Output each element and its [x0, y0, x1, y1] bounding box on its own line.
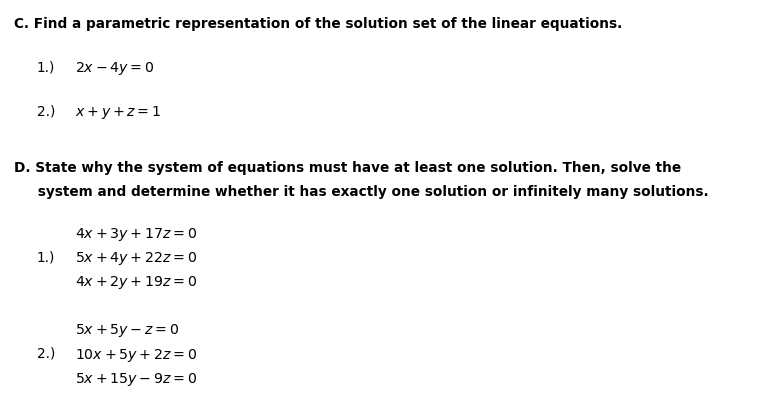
Text: C. Find a parametric representation of the solution set of the linear equations.: C. Find a parametric representation of t…	[14, 17, 622, 31]
Text: $5x+4y+22z=0$: $5x+4y+22z=0$	[75, 249, 197, 266]
Text: $x+y+z=1$: $x+y+z=1$	[75, 104, 161, 121]
Text: $4x+3y+17z=0$: $4x+3y+17z=0$	[75, 225, 197, 242]
Text: system and determine whether it has exactly one solution or infinitely many solu: system and determine whether it has exac…	[14, 185, 709, 199]
Text: 2.): 2.)	[37, 104, 55, 118]
Text: $5x+15y-9z=0$: $5x+15y-9z=0$	[75, 370, 197, 387]
Text: 1.): 1.)	[37, 249, 55, 263]
Text: $2x-4y=0$: $2x-4y=0$	[75, 60, 154, 77]
Text: 2.): 2.)	[37, 346, 55, 360]
Text: $5x+5y-z=0$: $5x+5y-z=0$	[75, 321, 179, 338]
Text: $10x+5y+2z=0$: $10x+5y+2z=0$	[75, 346, 197, 363]
Text: $4x+2y+19z=0$: $4x+2y+19z=0$	[75, 274, 197, 291]
Text: D. State why the system of equations must have at least one solution. Then, solv: D. State why the system of equations mus…	[14, 160, 680, 174]
Text: 1.): 1.)	[37, 60, 55, 74]
